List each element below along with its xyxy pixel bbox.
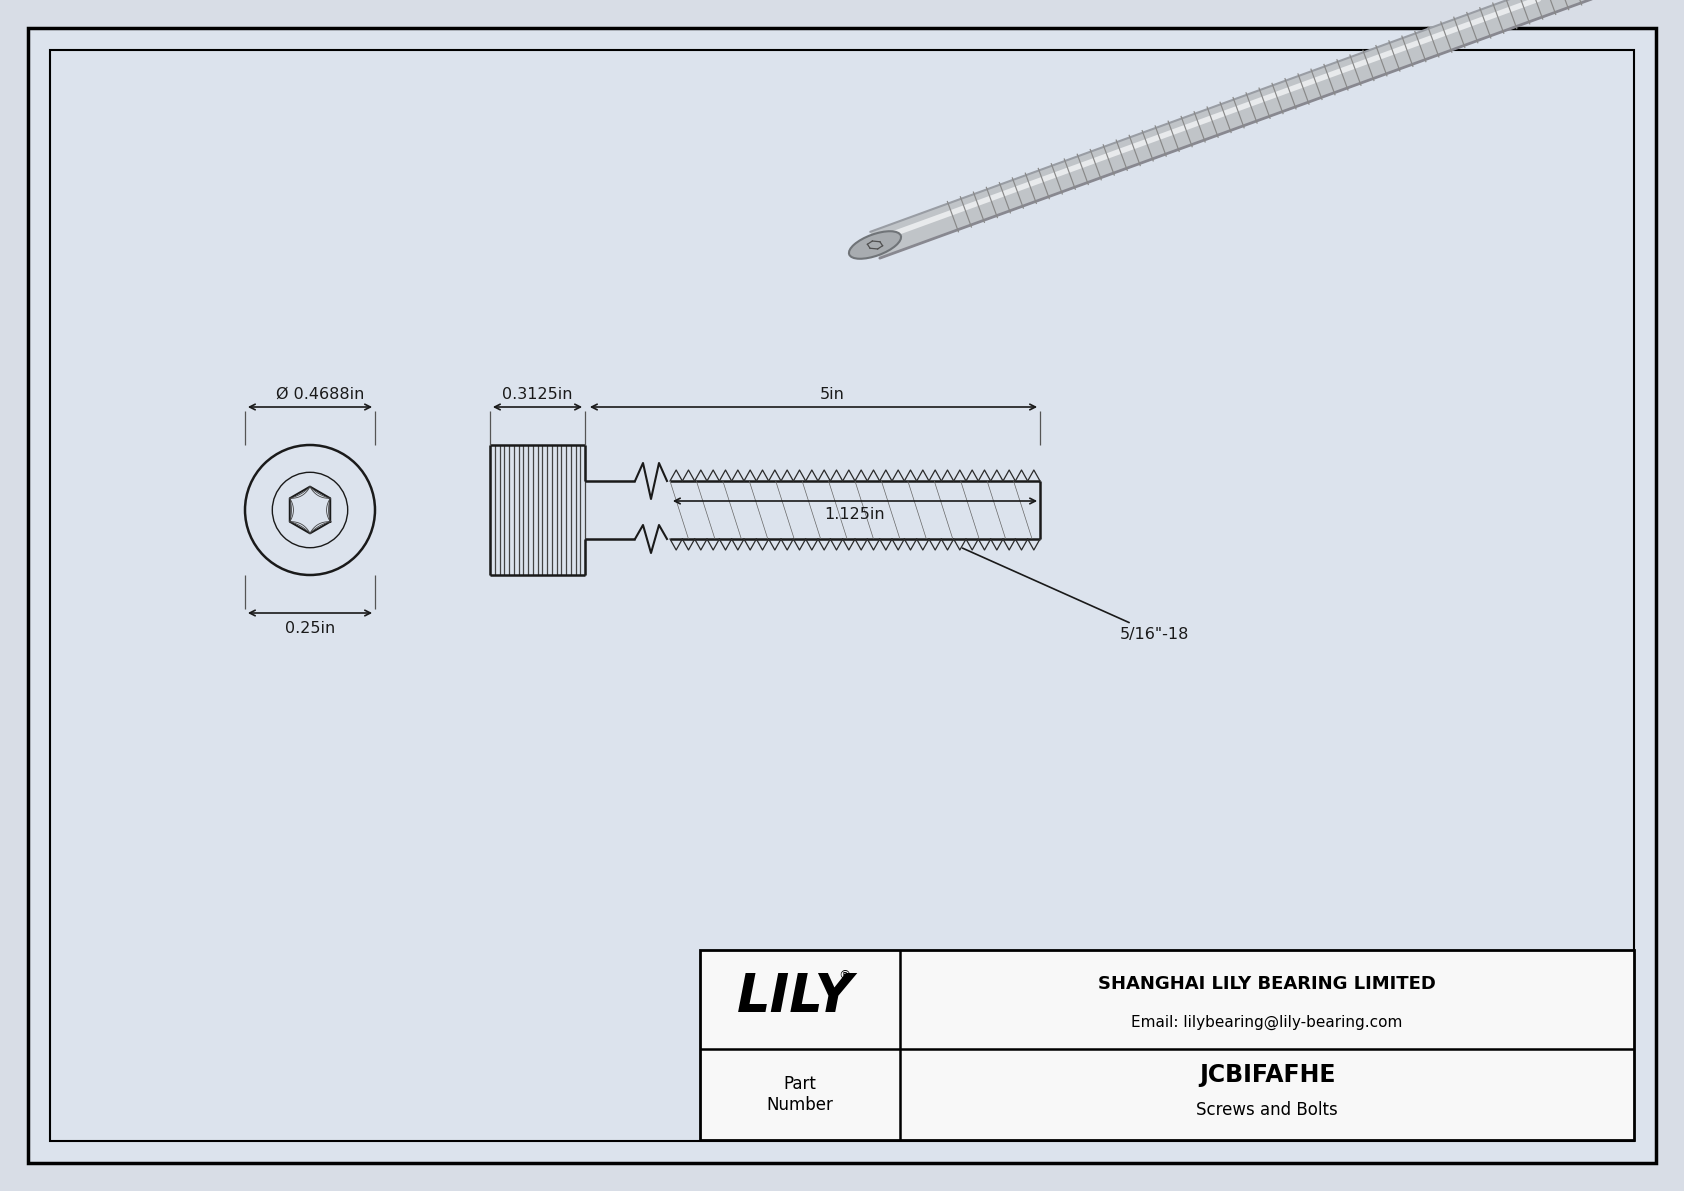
Text: 0.3125in: 0.3125in — [502, 387, 573, 403]
Text: Part
Number: Part Number — [766, 1075, 834, 1114]
Text: 5in: 5in — [820, 387, 845, 403]
Ellipse shape — [849, 231, 901, 258]
Bar — [701, 950, 1633, 1140]
Text: Ø 0.4688in: Ø 0.4688in — [276, 387, 364, 403]
Text: ®: ® — [839, 969, 850, 983]
Text: Screws and Bolts: Screws and Bolts — [1196, 1100, 1337, 1118]
Text: SHANGHAI LILY BEARING LIMITED: SHANGHAI LILY BEARING LIMITED — [1098, 975, 1436, 993]
Text: LILY: LILY — [736, 972, 854, 1023]
Text: Email: lilybearing@lily-bearing.com: Email: lilybearing@lily-bearing.com — [1132, 1015, 1403, 1030]
Text: 5/16"-18: 5/16"-18 — [963, 548, 1189, 642]
Text: 1.125in: 1.125in — [825, 507, 886, 522]
Text: 0.25in: 0.25in — [285, 621, 335, 636]
Text: JCBIFAFHE: JCBIFAFHE — [1199, 1064, 1335, 1087]
Polygon shape — [871, 0, 1595, 258]
